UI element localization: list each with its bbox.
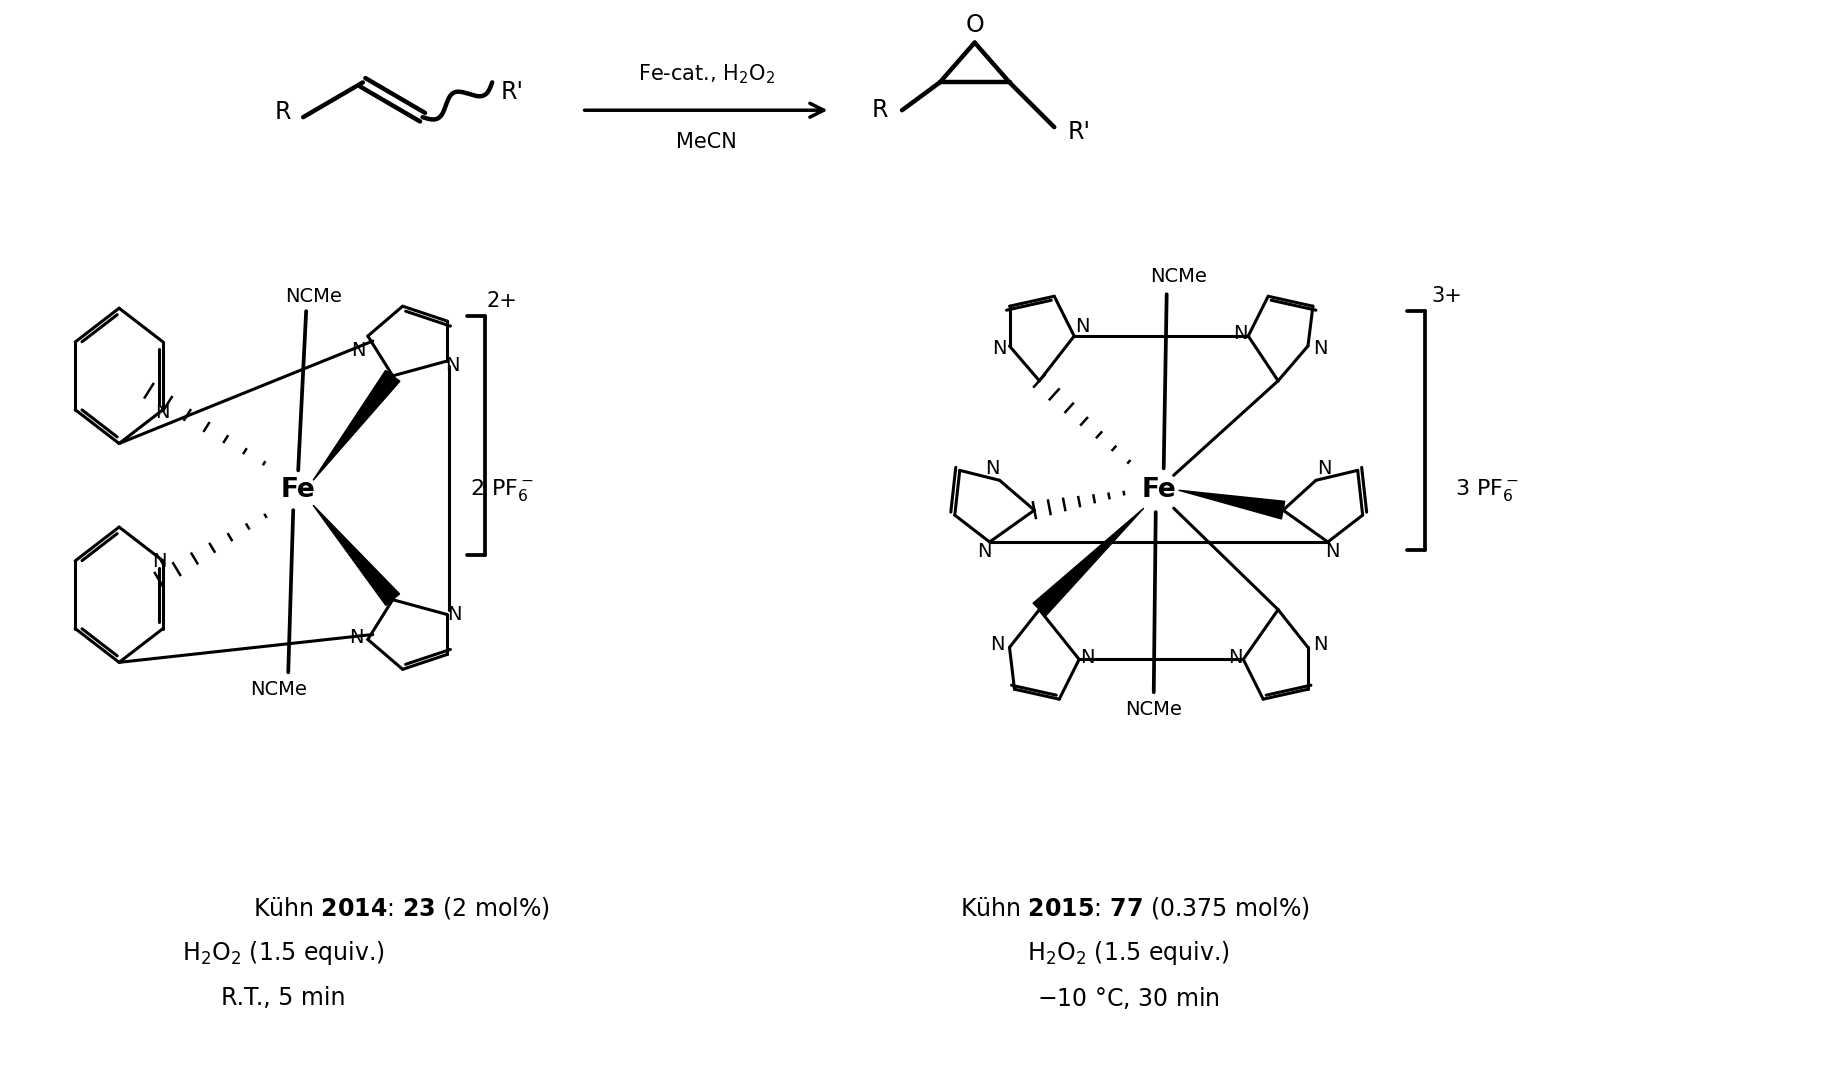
- Text: R': R': [501, 81, 524, 104]
- Text: Fe: Fe: [1142, 477, 1177, 503]
- Text: 3+: 3+: [1432, 286, 1463, 306]
- Text: 2 PF$_6^-$: 2 PF$_6^-$: [470, 477, 533, 503]
- Text: R: R: [276, 100, 292, 125]
- Text: N: N: [1326, 543, 1339, 561]
- Text: N: N: [1312, 635, 1326, 654]
- Text: NCMe: NCMe: [285, 287, 342, 305]
- Polygon shape: [312, 371, 400, 481]
- Text: N: N: [155, 403, 170, 422]
- Text: N: N: [446, 357, 460, 375]
- Text: H$_2$O$_2$ (1.5 equiv.): H$_2$O$_2$ (1.5 equiv.): [1027, 938, 1230, 966]
- Text: N: N: [985, 459, 999, 478]
- Text: N: N: [1080, 648, 1094, 666]
- Text: N: N: [351, 342, 365, 360]
- Text: 3 PF$_6^-$: 3 PF$_6^-$: [1454, 477, 1518, 503]
- Text: N: N: [1233, 324, 1248, 343]
- Text: R: R: [871, 98, 888, 123]
- Text: Fe: Fe: [281, 477, 316, 503]
- Text: H$_2$O$_2$ (1.5 equiv.): H$_2$O$_2$ (1.5 equiv.): [183, 938, 385, 966]
- Text: Kühn $\mathbf{2015}$: $\mathbf{77}$ (0.375 mol%): Kühn $\mathbf{2015}$: $\mathbf{77}$ (0.3…: [959, 895, 1310, 921]
- Text: NCMe: NCMe: [1125, 700, 1182, 718]
- Polygon shape: [312, 505, 400, 605]
- Text: N: N: [349, 628, 364, 647]
- Text: 2+: 2+: [486, 291, 517, 312]
- Text: NCMe: NCMe: [1151, 267, 1208, 286]
- Text: $-$10 °C, 30 min: $-$10 °C, 30 min: [1038, 985, 1220, 1010]
- Text: N: N: [992, 340, 1007, 358]
- Text: N: N: [990, 635, 1005, 654]
- Text: N: N: [1317, 459, 1332, 478]
- Text: N: N: [448, 605, 462, 625]
- Text: O: O: [965, 13, 985, 37]
- Polygon shape: [1178, 490, 1284, 519]
- Text: Kühn $\mathbf{2014}$: $\mathbf{23}$ (2 mol%): Kühn $\mathbf{2014}$: $\mathbf{23}$ (2 m…: [254, 895, 550, 921]
- Text: N: N: [1312, 340, 1326, 358]
- Text: R': R': [1067, 120, 1091, 144]
- Text: N: N: [977, 543, 992, 561]
- Polygon shape: [1032, 508, 1144, 616]
- Text: N: N: [152, 553, 166, 572]
- Text: Fe-cat., H$_2$O$_2$: Fe-cat., H$_2$O$_2$: [638, 62, 775, 86]
- Text: R.T., 5 min: R.T., 5 min: [221, 986, 345, 1009]
- Text: NCMe: NCMe: [250, 679, 307, 699]
- Text: N: N: [1074, 317, 1089, 335]
- Text: N: N: [1228, 648, 1242, 666]
- Text: MeCN: MeCN: [676, 132, 736, 152]
